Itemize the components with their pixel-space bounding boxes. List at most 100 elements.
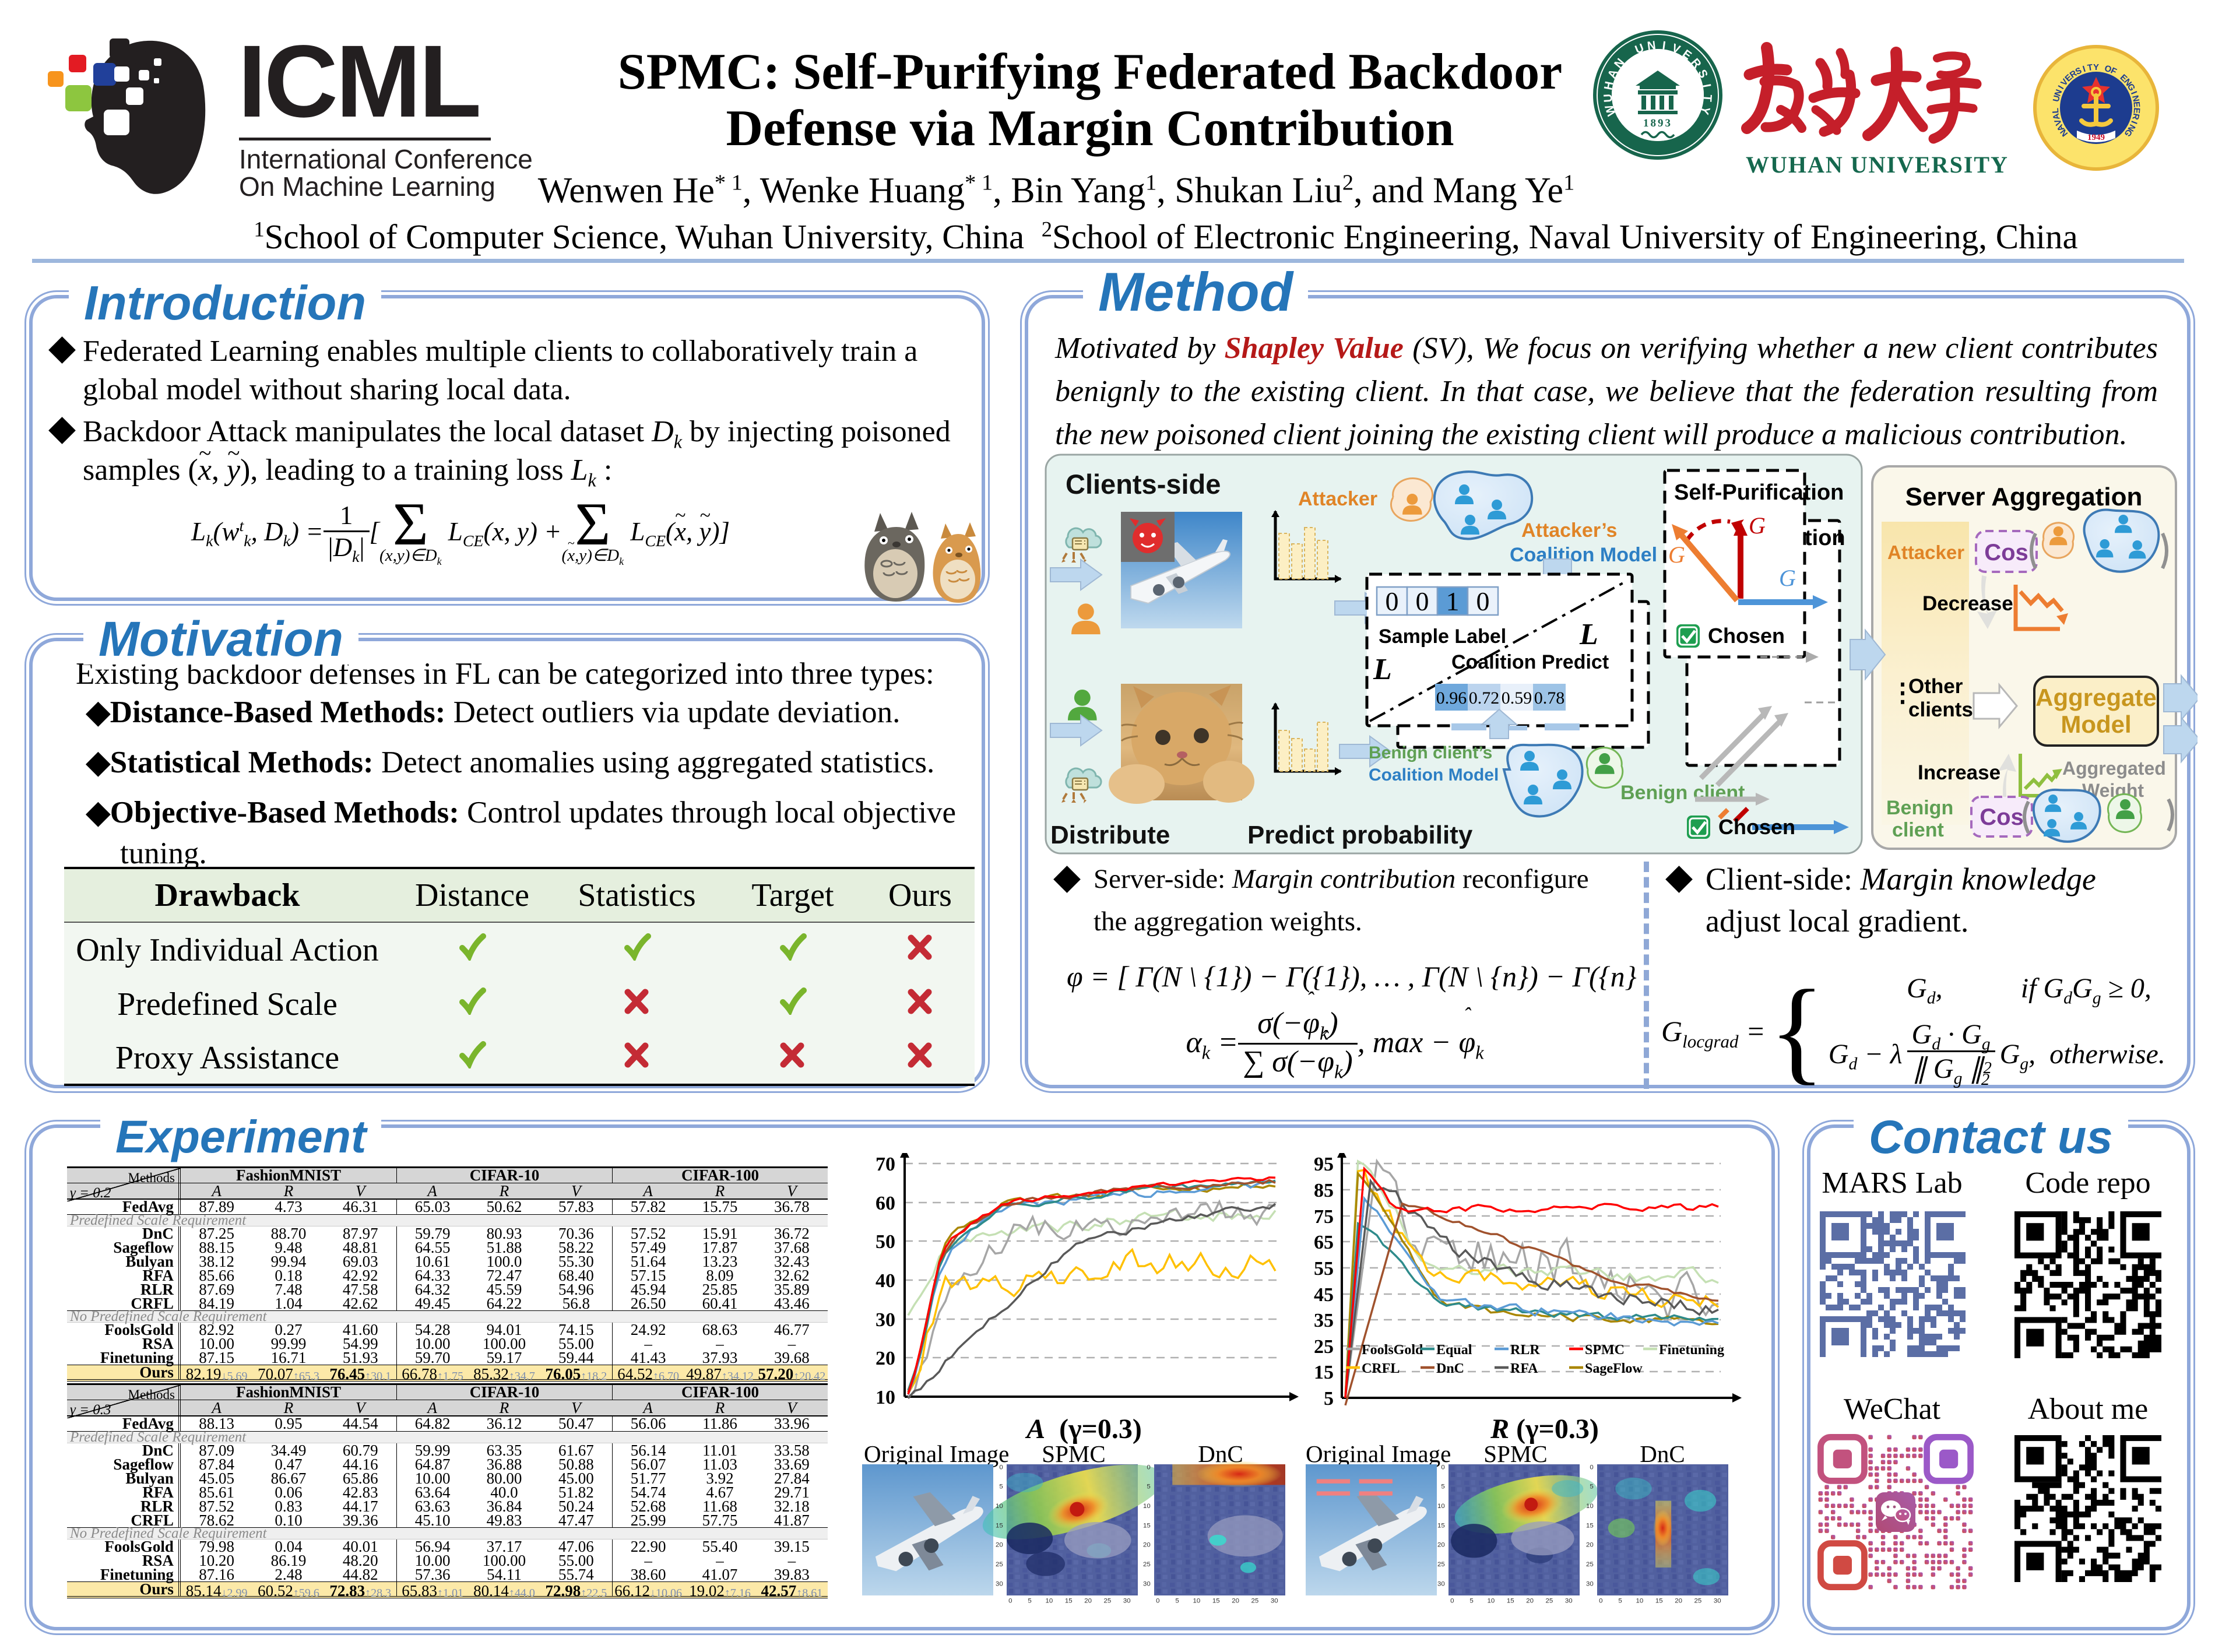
svg-text:WUHAN UNIVERSITY: WUHAN UNIVERSITY bbox=[1746, 152, 2009, 178]
svg-text:Benign client’s: Benign client’s bbox=[1369, 743, 1492, 762]
svg-text:20: 20 bbox=[1526, 1598, 1534, 1605]
svg-text:H: H bbox=[1602, 80, 1616, 91]
svg-text:0: 0 bbox=[1450, 1598, 1454, 1605]
svg-text:20: 20 bbox=[1232, 1598, 1239, 1605]
svg-text:30: 30 bbox=[1714, 1598, 1721, 1605]
svg-text:L: L bbox=[1373, 653, 1392, 686]
svg-text:20: 20 bbox=[1586, 1542, 1594, 1549]
svg-text:Aggregate: Aggregate bbox=[2035, 684, 2157, 711]
svg-text:15: 15 bbox=[1586, 1522, 1594, 1529]
svg-text:Chosen: Chosen bbox=[1718, 815, 1795, 839]
svg-text:N: N bbox=[1647, 39, 1657, 53]
svg-text:0: 0 bbox=[999, 1464, 1003, 1471]
svg-text:30: 30 bbox=[1143, 1580, 1151, 1587]
svg-text:Sample Label: Sample Label bbox=[1379, 625, 1506, 648]
svg-text:RFA: RFA bbox=[1510, 1361, 1538, 1376]
svg-text:FoolsGold: FoolsGold bbox=[1362, 1342, 1423, 1358]
svg-text:20: 20 bbox=[996, 1542, 1003, 1549]
svg-text:15: 15 bbox=[1143, 1522, 1151, 1529]
svg-text:15: 15 bbox=[1314, 1362, 1334, 1383]
svg-text:65: 65 bbox=[1314, 1232, 1334, 1253]
svg-text:G: G bbox=[1779, 565, 1796, 591]
svg-text:0: 0 bbox=[1147, 1464, 1150, 1471]
svg-text:20: 20 bbox=[876, 1348, 895, 1369]
svg-text:15: 15 bbox=[1655, 1598, 1663, 1605]
svg-text:1949: 1949 bbox=[2087, 133, 2105, 142]
svg-text:25: 25 bbox=[1314, 1336, 1334, 1358]
svg-text:10: 10 bbox=[1143, 1503, 1151, 1510]
svg-text:10: 10 bbox=[1586, 1503, 1594, 1510]
svg-text:15: 15 bbox=[1507, 1598, 1514, 1605]
svg-text:25: 25 bbox=[1586, 1561, 1594, 1568]
svg-text:SPMC: SPMC bbox=[1585, 1342, 1625, 1358]
svg-text:0: 0 bbox=[1386, 586, 1399, 616]
svg-text:30: 30 bbox=[1565, 1598, 1573, 1605]
svg-text:25: 25 bbox=[996, 1561, 1003, 1568]
svg-text:25: 25 bbox=[1143, 1561, 1151, 1568]
svg-text:35: 35 bbox=[1314, 1310, 1334, 1331]
svg-text:Cos: Cos bbox=[1984, 540, 2028, 565]
svg-text:I: I bbox=[2129, 90, 2139, 96]
svg-text:1: 1 bbox=[1446, 586, 1460, 616]
svg-text:E: E bbox=[2131, 101, 2142, 108]
svg-text:45: 45 bbox=[1314, 1284, 1334, 1306]
svg-text:Y: Y bbox=[2093, 62, 2099, 72]
svg-text:U: U bbox=[1602, 93, 1615, 103]
svg-text:Self-Purification: Self-Purification bbox=[1674, 480, 1844, 505]
svg-text:Aggregated: Aggregated bbox=[2062, 758, 2166, 779]
svg-text:5: 5 bbox=[1028, 1598, 1031, 1605]
svg-text:15: 15 bbox=[1437, 1522, 1445, 1529]
svg-text:L: L bbox=[2051, 108, 2061, 114]
svg-text:30: 30 bbox=[1123, 1598, 1131, 1605]
svg-text:95: 95 bbox=[1314, 1154, 1334, 1175]
svg-text:5: 5 bbox=[1590, 1484, 1593, 1491]
svg-text:5: 5 bbox=[999, 1484, 1003, 1491]
svg-text:T: T bbox=[2087, 62, 2094, 73]
svg-text:50: 50 bbox=[876, 1231, 895, 1253]
svg-text:T: T bbox=[1700, 94, 1714, 103]
svg-text:Finetuning: Finetuning bbox=[1659, 1342, 1724, 1358]
svg-text:DnC: DnC bbox=[1436, 1361, 1464, 1376]
svg-text:0: 0 bbox=[1590, 1464, 1593, 1471]
svg-text:E: E bbox=[2132, 107, 2142, 114]
svg-text:RLR: RLR bbox=[1510, 1342, 1540, 1358]
svg-text:10: 10 bbox=[996, 1503, 1003, 1510]
svg-text:Benign: Benign bbox=[1886, 797, 1953, 819]
svg-text:U: U bbox=[2051, 94, 2062, 103]
svg-text:CRFL: CRFL bbox=[1362, 1361, 1400, 1376]
svg-text:10: 10 bbox=[876, 1387, 895, 1408]
svg-text:55: 55 bbox=[1314, 1258, 1334, 1280]
svg-text:20: 20 bbox=[1437, 1542, 1445, 1549]
svg-text:Distribute: Distribute bbox=[1050, 821, 1170, 849]
svg-text:15: 15 bbox=[1065, 1598, 1073, 1605]
svg-text:Coalition Model: Coalition Model bbox=[1510, 544, 1657, 566]
svg-text:1893: 1893 bbox=[1643, 117, 1672, 129]
svg-text:20: 20 bbox=[1675, 1598, 1682, 1605]
svg-text:20: 20 bbox=[1084, 1598, 1092, 1605]
svg-text:Coalition Model: Coalition Model bbox=[1369, 765, 1499, 785]
svg-text:5: 5 bbox=[1147, 1484, 1150, 1491]
svg-text:5: 5 bbox=[1441, 1484, 1444, 1491]
svg-text:25: 25 bbox=[1251, 1598, 1259, 1605]
svg-text:Attacker: Attacker bbox=[1887, 542, 1964, 563]
svg-text:Predict probability: Predict probability bbox=[1247, 821, 1473, 849]
svg-text:75: 75 bbox=[1314, 1206, 1334, 1228]
svg-text:25: 25 bbox=[1437, 1561, 1445, 1568]
svg-text:tion: tion bbox=[1805, 526, 1845, 550]
svg-text:Model: Model bbox=[2061, 711, 2131, 738]
svg-text:I: I bbox=[1662, 39, 1666, 52]
svg-text:Chosen: Chosen bbox=[1708, 624, 1785, 648]
svg-text:60: 60 bbox=[876, 1193, 895, 1214]
svg-text:0: 0 bbox=[1416, 586, 1429, 616]
svg-text:0.59: 0.59 bbox=[1502, 688, 1532, 708]
svg-text:L: L bbox=[1579, 618, 1598, 651]
svg-text:R: R bbox=[2130, 113, 2141, 121]
svg-text:70: 70 bbox=[876, 1154, 895, 1175]
svg-text:0: 0 bbox=[1476, 586, 1490, 616]
svg-text:I: I bbox=[2129, 119, 2139, 125]
svg-text:Coalition Predict: Coalition Predict bbox=[1451, 651, 1609, 673]
svg-text:G: G bbox=[1668, 542, 1685, 568]
svg-text:0.78: 0.78 bbox=[1534, 688, 1565, 708]
svg-text:Increase: Increase bbox=[1918, 761, 2000, 784]
svg-text:10: 10 bbox=[1437, 1503, 1445, 1510]
